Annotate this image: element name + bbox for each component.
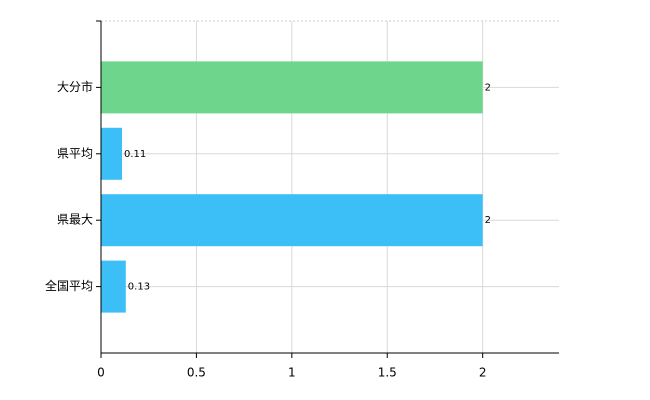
y-tick-label: 大分市: [57, 79, 93, 94]
x-tick-label: 0: [97, 366, 105, 380]
x-tick-label: 1.5: [378, 366, 397, 380]
bar: [101, 194, 483, 247]
value-label: 2: [485, 82, 491, 93]
y-tick-label: 全国平均: [45, 278, 93, 293]
bar: [101, 127, 122, 180]
x-tick-label: 0.5: [187, 366, 206, 380]
y-tick-label: 県最大: [57, 213, 93, 227]
x-tick-label: 2: [479, 366, 487, 380]
bar: [101, 61, 483, 114]
y-tick-label: 県平均: [57, 146, 93, 160]
x-tick-label: 1: [288, 366, 296, 380]
value-label: 2: [485, 215, 491, 226]
value-label: 0.11: [124, 149, 146, 160]
bar: [101, 260, 126, 313]
value-label: 0.13: [128, 282, 150, 293]
